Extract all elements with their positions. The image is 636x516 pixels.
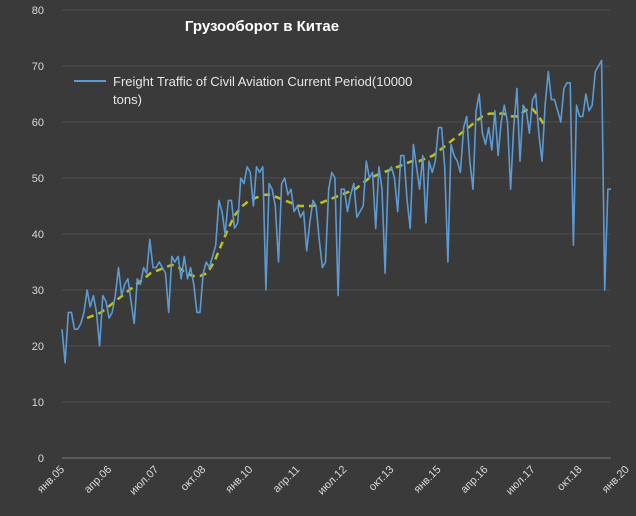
y-tick-label: 60 bbox=[32, 117, 44, 129]
x-tick-label: июл.07 bbox=[127, 464, 161, 498]
trend-line bbox=[86, 106, 547, 320]
freight-traffic-line bbox=[61, 59, 611, 364]
y-tick-label: 0 bbox=[38, 453, 44, 465]
legend: Freight Traffic of Civil Aviation Curren… bbox=[74, 74, 412, 107]
x-tick-label: апр.06 bbox=[82, 464, 114, 496]
x-tick-label: янв.20 bbox=[600, 464, 632, 496]
x-axis-ticks: янв.05 апр.06 июл.07 окт.08 янв.10 апр.11 июл.… bbox=[35, 464, 632, 498]
y-tick-label: 50 bbox=[32, 173, 44, 185]
y-tick-label: 30 bbox=[32, 285, 44, 297]
x-tick-label: янв.10 bbox=[223, 464, 255, 496]
y-tick-label: 80 bbox=[32, 5, 44, 17]
x-tick-label: окт.18 bbox=[555, 464, 585, 494]
legend-label: Freight Traffic of Civil Aviation Curren… bbox=[113, 74, 412, 107]
y-axis-ticks: 0 10 20 30 40 50 60 70 80 bbox=[32, 5, 44, 465]
x-tick-label: янв.05 bbox=[35, 464, 67, 496]
y-tick-label: 10 bbox=[32, 397, 44, 409]
x-tick-label: июл.17 bbox=[504, 464, 538, 498]
x-tick-label: окт.08 bbox=[178, 464, 208, 494]
y-tick-label: 20 bbox=[32, 341, 44, 353]
chart-title: Грузооборот в Китае bbox=[185, 18, 339, 35]
x-tick-label: окт.13 bbox=[367, 464, 397, 494]
x-tick-label: апр.11 bbox=[271, 464, 303, 496]
y-tick-label: 70 bbox=[32, 61, 44, 73]
x-tick-label: янв.15 bbox=[412, 464, 444, 496]
x-tick-label: апр.16 bbox=[458, 464, 490, 496]
x-tick-label: июл.12 bbox=[316, 464, 350, 498]
y-tick-label: 40 bbox=[32, 229, 44, 241]
